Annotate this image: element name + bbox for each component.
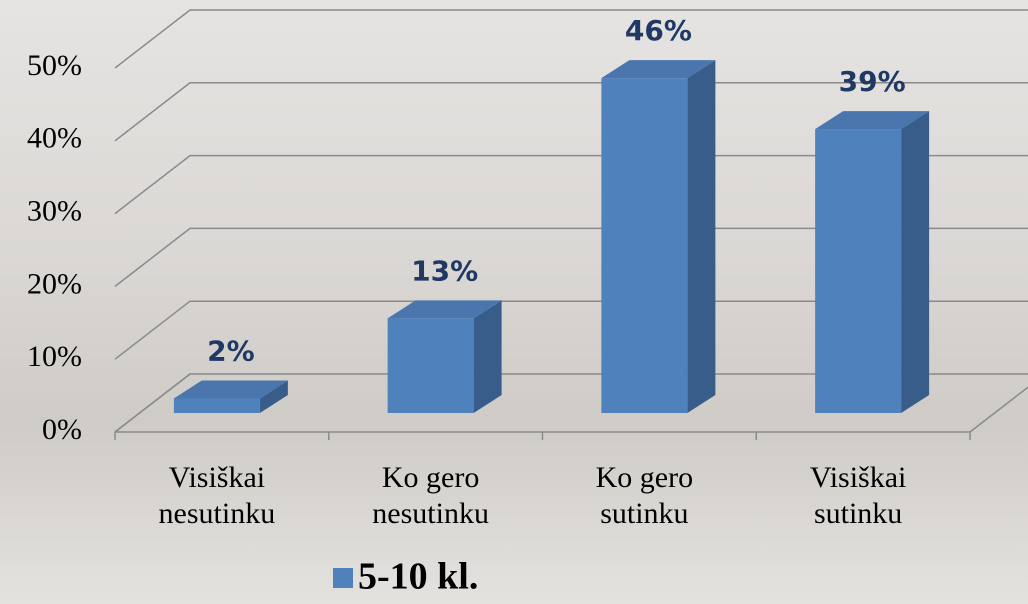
y-tick-label: 50% [27,49,82,82]
legend-label: 5-10 kl. [358,556,478,598]
bar-side [474,300,502,413]
value-label: 2% [207,334,255,367]
legend-swatch [333,568,353,588]
y-tick-label: 30% [27,194,82,227]
bar [601,78,687,413]
y-tick-label: 20% [27,267,82,300]
x-tick-label: Ko gero nesutinku [346,460,516,532]
value-label: 46% [625,14,692,47]
x-tick-label: Ko gero sutinku [559,460,729,532]
grid-line [115,10,1028,68]
chart-container: 0% 10% 20% 30% 40% 50% 2% 13% 46% 39% 5-10 kl. Vis… [0,0,1028,604]
bar [815,129,901,413]
bar [174,398,260,413]
value-label: 39% [839,65,906,98]
bar-side [687,60,715,413]
y-tick-label: 10% [27,340,82,373]
bar-side [901,111,929,413]
bar [388,318,474,413]
value-label: 13% [411,254,478,287]
y-tick-label: 0% [42,413,82,446]
y-tick-label: 40% [27,122,82,155]
floor-edge [970,374,1028,432]
x-tick-label: Visiškai nesutinku [132,460,302,532]
x-tick-label: Visiškai sutinku [773,460,943,532]
